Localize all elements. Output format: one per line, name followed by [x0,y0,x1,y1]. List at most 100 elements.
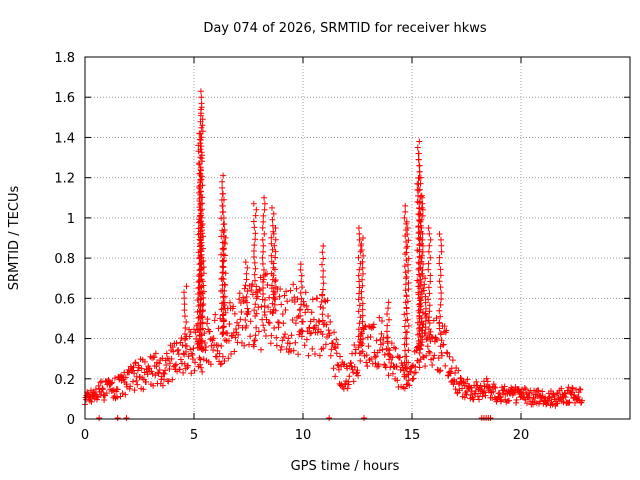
data-point [141,369,148,376]
data-point [161,370,168,377]
data-point [358,246,365,253]
data-point [310,316,317,323]
data-point [419,333,426,340]
data-point [181,289,188,296]
data-point [417,180,424,187]
data-point [270,210,277,217]
data-point [194,308,201,315]
data-point [355,308,362,315]
data-point [345,378,352,385]
data-point [297,266,304,273]
data-point [114,414,121,421]
data-point [355,254,362,261]
data-point [402,202,409,209]
data-point [259,254,266,261]
data-point [197,88,204,95]
data-point [196,130,203,137]
data-point [473,378,480,385]
data-point [252,236,259,243]
data-point [416,364,423,371]
data-point [252,265,259,272]
data-point [192,359,199,366]
data-point [195,148,202,155]
data-point [412,369,419,376]
data-point [385,345,392,352]
data-point [373,337,380,344]
data-point [231,310,238,317]
data-point [200,257,207,264]
data-point [196,361,203,368]
data-point [577,386,584,393]
data-point [242,259,249,266]
data-point [187,346,194,353]
data-point [376,314,383,321]
data-point [419,321,426,328]
data-point [244,305,251,312]
data-point [196,267,203,274]
data-point [443,327,450,334]
data-point [440,341,447,348]
data-point [206,328,213,335]
data-point [355,272,362,279]
data-point [508,384,515,391]
data-point [327,318,334,325]
data-point [455,367,462,374]
data-point [496,390,503,397]
data-point [436,319,443,326]
data-point [199,245,206,252]
data-point [477,382,484,389]
data-point [280,334,287,341]
x-tick-label: 5 [190,428,198,443]
data-point [244,311,251,318]
data-point [196,261,203,268]
data-point [298,295,305,302]
data-point [199,227,206,234]
data-point [244,264,251,271]
data-point [175,351,182,358]
data-point [215,325,222,332]
data-point [320,255,327,262]
data-point [163,350,170,357]
data-point [208,342,215,349]
data-point [197,176,204,183]
data-point [405,377,412,384]
data-point [232,326,239,333]
data-point [156,367,163,374]
data-point [482,389,489,396]
data-point [539,388,546,395]
data-point [180,369,187,376]
data-point [221,299,228,306]
data-point [426,349,433,356]
data-point [220,276,227,283]
data-point [421,281,428,288]
data-point [348,363,355,370]
data-point [176,366,183,373]
data-point [285,335,292,342]
data-point [198,276,205,283]
data-point [419,242,426,249]
data-point [393,363,400,370]
data-point [431,352,438,359]
data-point [304,306,311,313]
data-point [269,246,276,253]
data-point [359,264,366,271]
data-point [420,260,427,267]
data-point [199,368,206,375]
data-point [319,311,326,318]
data-point [522,386,529,393]
data-point [240,294,247,301]
data-point [326,330,333,337]
data-point [141,358,148,365]
data-point [95,382,102,389]
data-point [423,336,430,343]
data-point [182,348,189,355]
data-point [316,352,323,359]
data-point [412,363,419,370]
data-point [416,271,423,278]
data-point [370,324,377,331]
data-point [436,325,443,332]
data-point [258,303,265,310]
data-point [220,317,227,324]
data-point [405,322,412,329]
data-point [287,287,294,294]
